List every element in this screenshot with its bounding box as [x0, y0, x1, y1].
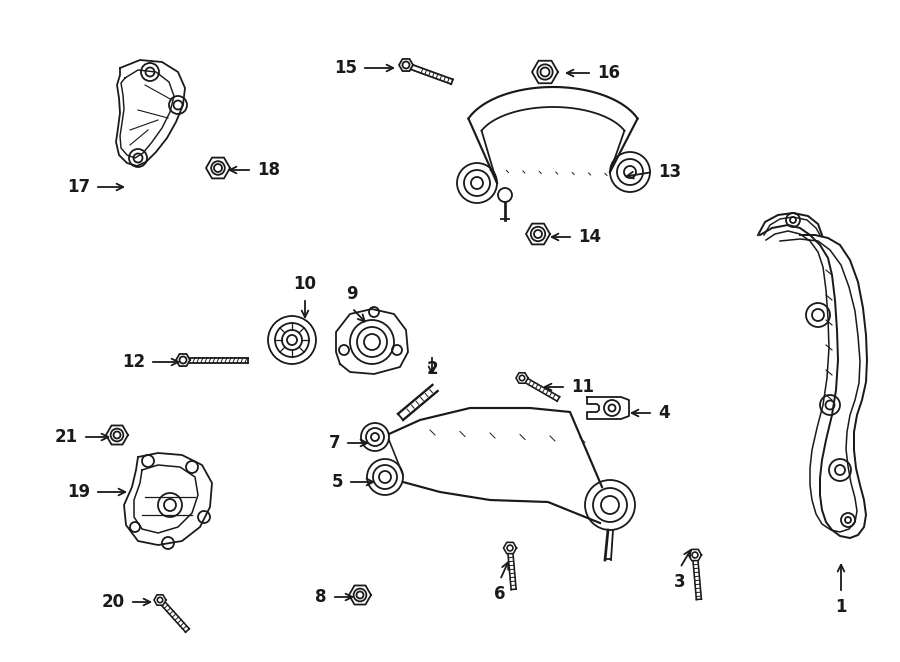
- Text: 7: 7: [328, 434, 340, 452]
- Text: 19: 19: [67, 483, 90, 501]
- Text: 3: 3: [674, 573, 686, 591]
- Text: 5: 5: [331, 473, 343, 491]
- Text: 2: 2: [427, 360, 437, 378]
- Text: 21: 21: [55, 428, 78, 446]
- Text: 14: 14: [578, 228, 601, 246]
- Text: 16: 16: [597, 64, 620, 82]
- Text: 13: 13: [658, 163, 681, 181]
- Text: 15: 15: [334, 59, 357, 77]
- Text: 6: 6: [494, 585, 506, 603]
- Text: 18: 18: [257, 161, 280, 179]
- Text: 4: 4: [658, 404, 670, 422]
- Text: 12: 12: [122, 353, 145, 371]
- Text: 9: 9: [346, 285, 358, 303]
- Text: 10: 10: [293, 275, 317, 293]
- Text: 11: 11: [571, 378, 594, 396]
- Text: 20: 20: [102, 593, 125, 611]
- Text: 8: 8: [316, 588, 327, 606]
- Text: 17: 17: [67, 178, 90, 196]
- Text: 1: 1: [835, 598, 847, 616]
